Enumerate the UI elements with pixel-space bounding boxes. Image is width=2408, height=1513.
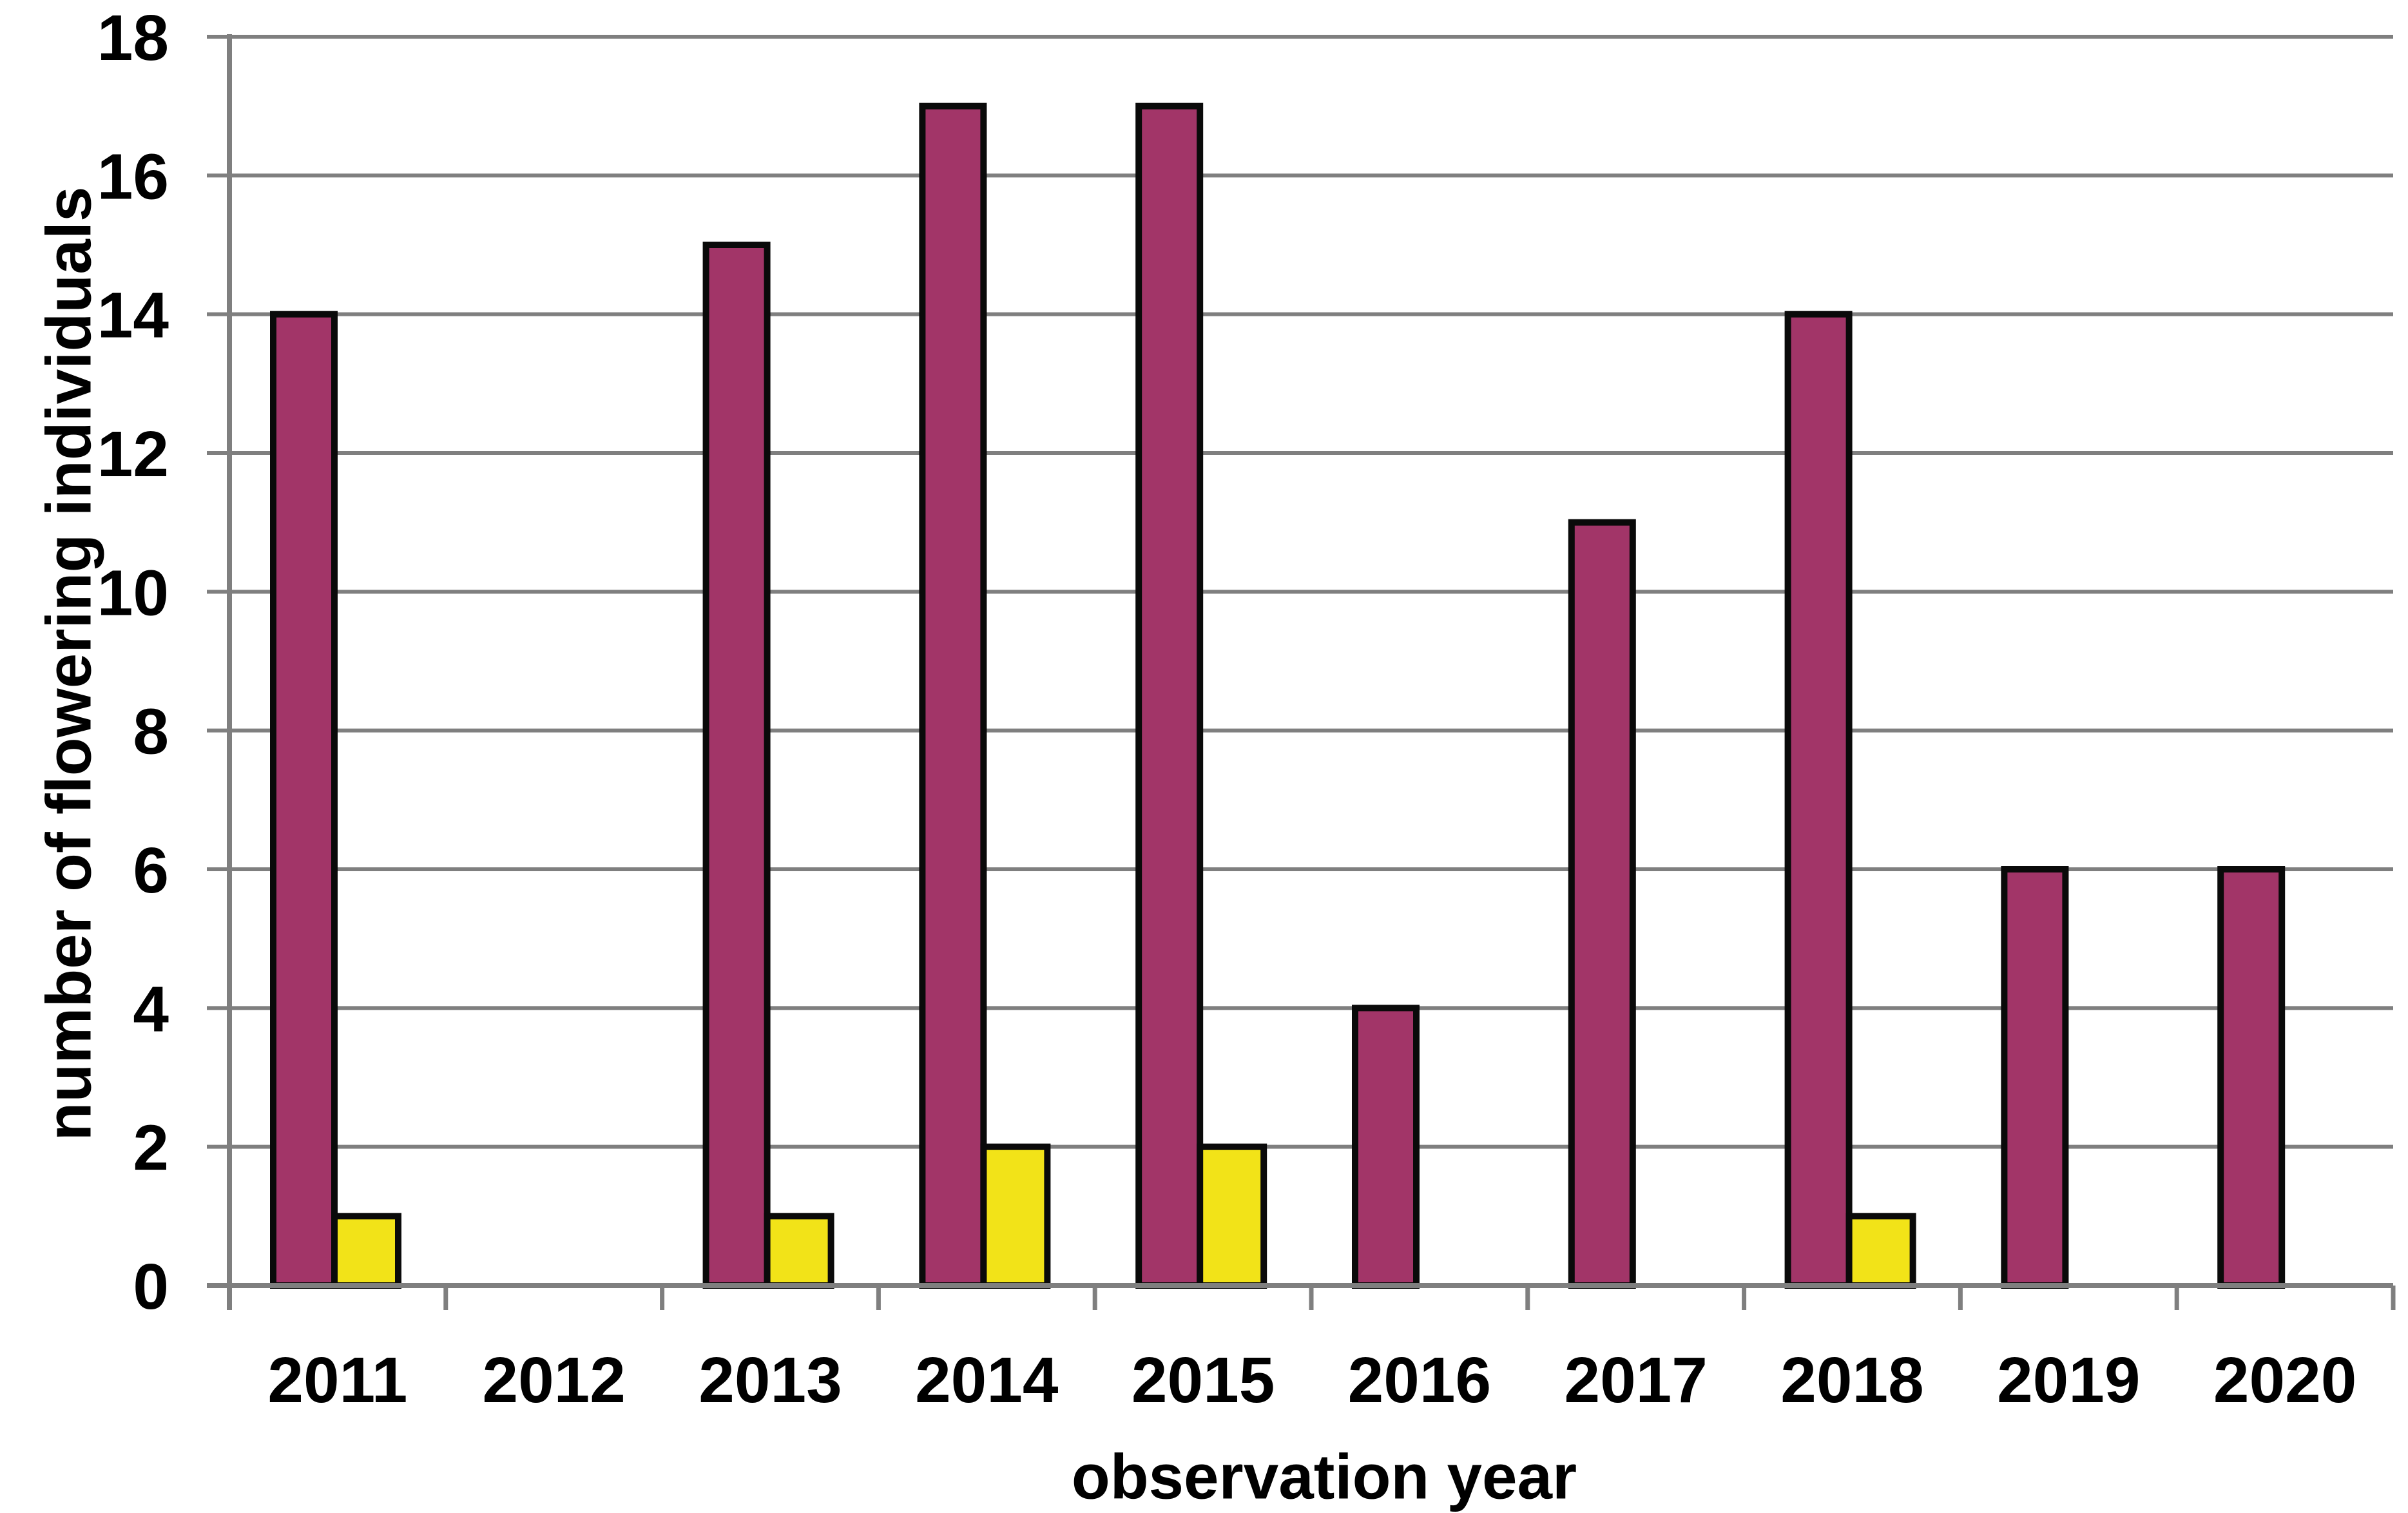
y-tick-label-4: 4 (133, 973, 169, 1045)
bar-magenta-2018 (1784, 311, 1853, 1289)
x-tick-label-2014: 2014 (915, 1344, 1059, 1416)
x-axis-title: observation year (1072, 1441, 1577, 1512)
x-tick-label-2013: 2013 (698, 1344, 842, 1416)
x-tick-label-2012: 2012 (482, 1344, 625, 1416)
x-tick-label-2017: 2017 (1564, 1344, 1707, 1416)
y-tick-label-10: 10 (97, 557, 169, 629)
label-layer: 0 2 4 6 8 10 12 14 16 18 2011 2012 2013 2014 2015 2016 2… (97, 2, 2357, 1416)
x-tick-label-2019: 2019 (1997, 1344, 2140, 1416)
bar-yellow-2011 (331, 1213, 401, 1289)
x-tick-label-2015: 2015 (1132, 1344, 1275, 1416)
y-tick-label-0: 0 (133, 1251, 169, 1323)
y-axis-title: number of flowering individuals (33, 187, 104, 1141)
y-tick-label-12: 12 (97, 418, 169, 490)
y-tick-label-6: 6 (133, 834, 169, 907)
bar-yellow-2014 (980, 1143, 1051, 1289)
bar-magenta-2019 (2001, 866, 2069, 1289)
bar-magenta-2013 (702, 242, 771, 1289)
bar-magenta-2020 (2217, 866, 2286, 1289)
bar-yellow-2018 (1845, 1213, 1916, 1289)
x-tick-label-2018: 2018 (1780, 1344, 1923, 1416)
bar-magenta-2011 (270, 311, 338, 1289)
bar-layer (270, 102, 2286, 1289)
bar-magenta-2014 (919, 102, 987, 1289)
bar-yellow-2015 (1197, 1143, 1267, 1289)
y-tick-label-8: 8 (133, 696, 169, 768)
y-tick-label-18: 18 (97, 2, 169, 74)
x-tick-label-2020: 2020 (2213, 1344, 2356, 1416)
bar-magenta-2017 (1568, 519, 1636, 1289)
y-tick-label-16: 16 (97, 140, 169, 213)
y-tick-label-2: 2 (133, 1112, 169, 1184)
grid-layer (207, 35, 2393, 1149)
bar-magenta-2016 (1352, 1005, 1420, 1289)
x-tick-label-2011: 2011 (267, 1344, 407, 1416)
bar-magenta-2015 (1135, 102, 1204, 1289)
y-tick-label-14: 14 (97, 280, 169, 352)
x-tick-label-2016: 2016 (1348, 1344, 1491, 1416)
axis-layer (207, 34, 2396, 1310)
bar-yellow-2013 (764, 1213, 834, 1289)
